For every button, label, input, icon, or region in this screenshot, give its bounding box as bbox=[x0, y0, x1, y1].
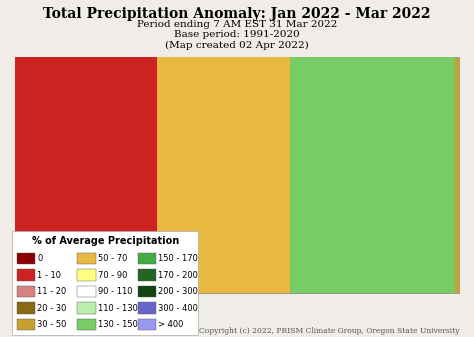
Text: 300 - 400: 300 - 400 bbox=[158, 304, 198, 312]
Text: 110 - 130: 110 - 130 bbox=[98, 304, 137, 312]
FancyBboxPatch shape bbox=[138, 302, 156, 314]
FancyBboxPatch shape bbox=[138, 286, 156, 297]
Text: Total Precipitation Anomaly: Jan 2022 - Mar 2022: Total Precipitation Anomaly: Jan 2022 - … bbox=[43, 7, 431, 21]
Text: Period ending 7 AM EST 31 Mar 2022: Period ending 7 AM EST 31 Mar 2022 bbox=[137, 20, 337, 29]
FancyBboxPatch shape bbox=[157, 57, 291, 293]
Text: 150 - 170: 150 - 170 bbox=[158, 254, 198, 263]
Text: 0: 0 bbox=[37, 254, 43, 263]
FancyBboxPatch shape bbox=[77, 253, 96, 264]
FancyBboxPatch shape bbox=[77, 302, 96, 314]
FancyBboxPatch shape bbox=[17, 269, 35, 281]
Text: 70 - 90: 70 - 90 bbox=[98, 271, 127, 279]
Text: (Map created 02 Apr 2022): (Map created 02 Apr 2022) bbox=[165, 40, 309, 50]
FancyBboxPatch shape bbox=[77, 319, 96, 330]
FancyBboxPatch shape bbox=[138, 269, 156, 281]
Text: % of Average Precipitation: % of Average Precipitation bbox=[32, 236, 179, 246]
Text: Copyright (c) 2022, PRISM Climate Group, Oregon State University: Copyright (c) 2022, PRISM Climate Group,… bbox=[199, 327, 459, 335]
FancyBboxPatch shape bbox=[77, 286, 96, 297]
Text: 30 - 50: 30 - 50 bbox=[37, 320, 67, 329]
Text: Base period: 1991-2020: Base period: 1991-2020 bbox=[174, 30, 300, 39]
Text: > 400: > 400 bbox=[158, 320, 184, 329]
FancyBboxPatch shape bbox=[138, 319, 156, 330]
FancyBboxPatch shape bbox=[138, 253, 156, 264]
FancyBboxPatch shape bbox=[291, 57, 455, 293]
Text: 130 - 150: 130 - 150 bbox=[98, 320, 137, 329]
FancyBboxPatch shape bbox=[77, 269, 96, 281]
FancyBboxPatch shape bbox=[15, 57, 459, 293]
FancyBboxPatch shape bbox=[17, 302, 35, 314]
FancyBboxPatch shape bbox=[17, 253, 35, 264]
Text: 170 - 200: 170 - 200 bbox=[158, 271, 198, 279]
FancyBboxPatch shape bbox=[17, 319, 35, 330]
Text: 50 - 70: 50 - 70 bbox=[98, 254, 127, 263]
Text: 90 - 110: 90 - 110 bbox=[98, 287, 132, 296]
FancyBboxPatch shape bbox=[17, 286, 35, 297]
Text: 11 - 20: 11 - 20 bbox=[37, 287, 66, 296]
Text: 1 - 10: 1 - 10 bbox=[37, 271, 61, 279]
Text: 200 - 300: 200 - 300 bbox=[158, 287, 198, 296]
Text: 20 - 30: 20 - 30 bbox=[37, 304, 67, 312]
FancyBboxPatch shape bbox=[12, 231, 199, 335]
FancyBboxPatch shape bbox=[15, 57, 157, 293]
